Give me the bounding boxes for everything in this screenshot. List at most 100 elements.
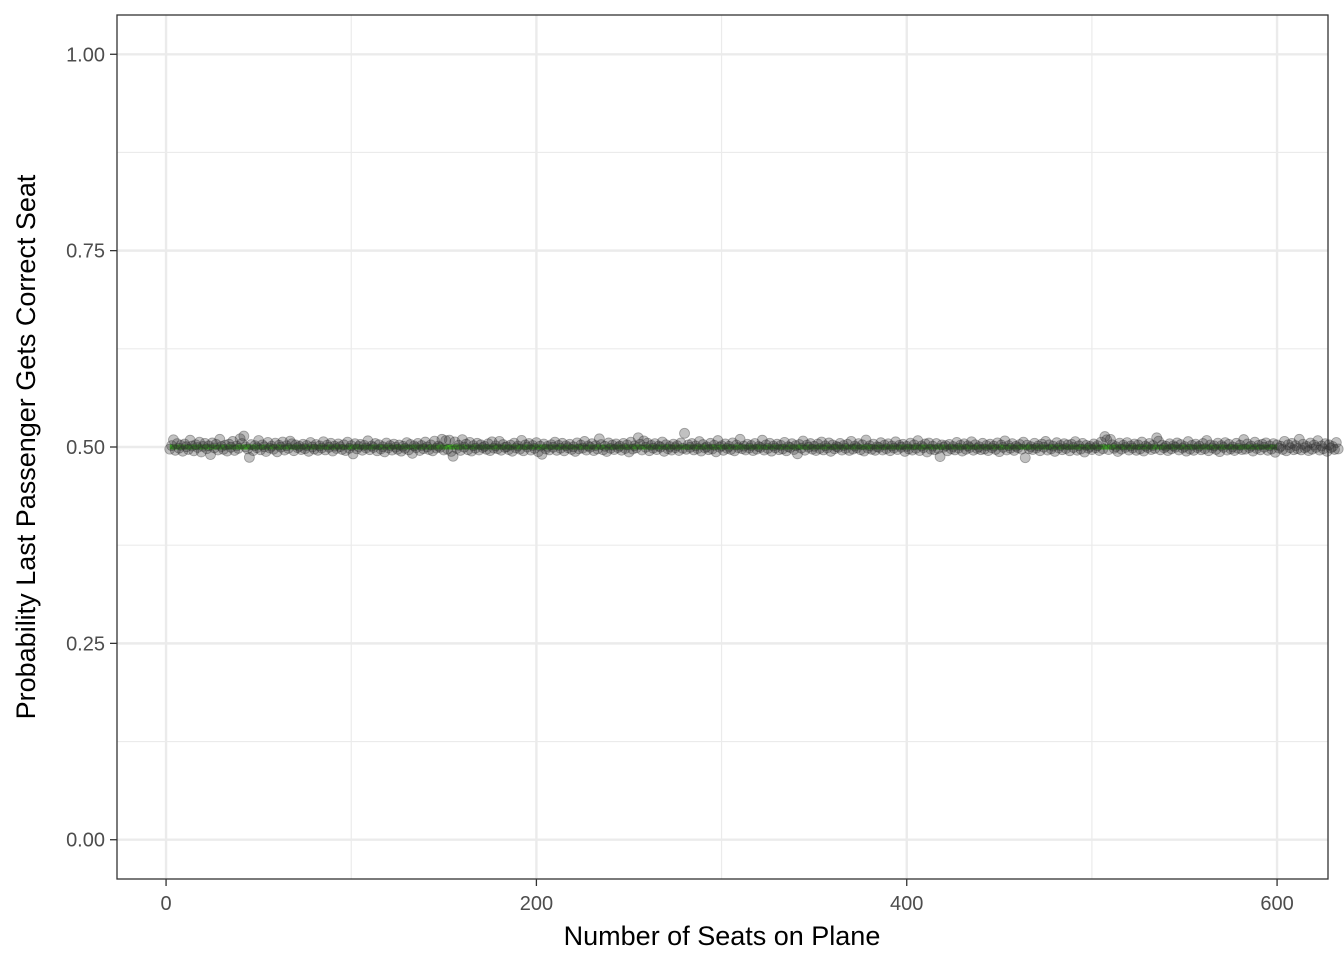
data-point (668, 438, 679, 450)
data-point (927, 440, 939, 452)
data-point (834, 437, 846, 449)
data-point (945, 443, 957, 455)
data-point (1117, 439, 1129, 451)
data-point (238, 430, 250, 442)
data-point (725, 444, 737, 455)
data-point (319, 444, 331, 456)
data-point (506, 445, 518, 457)
data-point (1314, 444, 1326, 456)
data-point (390, 441, 402, 453)
data-point (166, 440, 178, 452)
data-point (573, 443, 585, 455)
data-point (608, 444, 620, 455)
data-point (979, 443, 990, 455)
data-point (1245, 440, 1257, 452)
data-point (1092, 440, 1103, 452)
data-point (343, 442, 355, 454)
data-point (519, 439, 531, 451)
data-point (560, 440, 572, 452)
data-point (299, 443, 311, 455)
data-point (862, 442, 874, 454)
data-point (771, 438, 783, 450)
data-point (710, 446, 722, 458)
data-point (164, 443, 176, 455)
data-point (938, 441, 950, 453)
data-point (1164, 438, 1176, 450)
data-point (649, 438, 661, 450)
data-point (366, 440, 378, 452)
data-point (730, 439, 742, 451)
data-point (605, 442, 616, 454)
data-point (977, 437, 989, 449)
data-point (1206, 442, 1218, 454)
data-point (993, 446, 1005, 458)
data-point (521, 441, 533, 453)
data-point (719, 438, 731, 450)
data-point (427, 445, 439, 457)
data-point (284, 435, 296, 447)
data-point (1256, 438, 1268, 450)
data-point (1303, 445, 1314, 457)
data-point (1190, 438, 1201, 450)
data-point (910, 442, 922, 454)
data-point (1171, 437, 1183, 449)
data-point (221, 445, 233, 457)
data-point (1010, 440, 1022, 452)
data-point (201, 443, 213, 455)
data-point (816, 436, 827, 448)
data-point (321, 439, 333, 451)
data-point (751, 443, 763, 455)
data-point (545, 439, 557, 451)
y-axis: 0.00 0.25 0.50 0.75 1.00 (66, 44, 117, 852)
data-point (1151, 432, 1163, 444)
data-point (1297, 438, 1309, 450)
data-point (1130, 444, 1142, 456)
data-point (916, 440, 927, 452)
data-point (666, 444, 677, 456)
data-point (632, 432, 644, 444)
data-point (992, 437, 1003, 449)
data-point (1106, 439, 1118, 451)
data-point (273, 439, 285, 451)
data-point (1043, 439, 1055, 451)
data-point (256, 439, 268, 451)
data-point (536, 448, 548, 460)
data-point (416, 440, 428, 451)
data-point (1193, 440, 1205, 452)
data-point (442, 443, 453, 455)
data-point (882, 438, 894, 450)
data-point (1284, 442, 1296, 454)
data-point (347, 448, 359, 460)
data-point (1088, 438, 1100, 450)
data-point (203, 440, 215, 452)
data-point (555, 442, 566, 454)
data-point (1210, 444, 1222, 455)
data-point (458, 441, 470, 453)
data-point (690, 440, 702, 452)
data-point (329, 440, 340, 452)
data-point (595, 439, 607, 450)
data-point (960, 443, 972, 455)
data-point (773, 444, 785, 456)
data-point (1066, 439, 1077, 450)
data-point (182, 444, 194, 455)
data-point (853, 438, 864, 450)
data-point (914, 445, 926, 456)
data-point (210, 438, 222, 450)
data-point (429, 435, 440, 447)
data-point (703, 444, 715, 456)
data-point (542, 440, 553, 452)
data-point (1034, 445, 1046, 457)
data-point (234, 433, 246, 445)
data-point (986, 442, 998, 454)
x-tick-label: 0 (161, 893, 172, 915)
data-point (899, 445, 911, 457)
data-point (1040, 436, 1052, 447)
data-point (534, 440, 546, 452)
data-point (1025, 441, 1037, 453)
data-point (492, 443, 503, 455)
data-point (1262, 444, 1274, 456)
data-point (260, 446, 272, 457)
data-point (305, 437, 316, 448)
data-point (743, 442, 755, 454)
